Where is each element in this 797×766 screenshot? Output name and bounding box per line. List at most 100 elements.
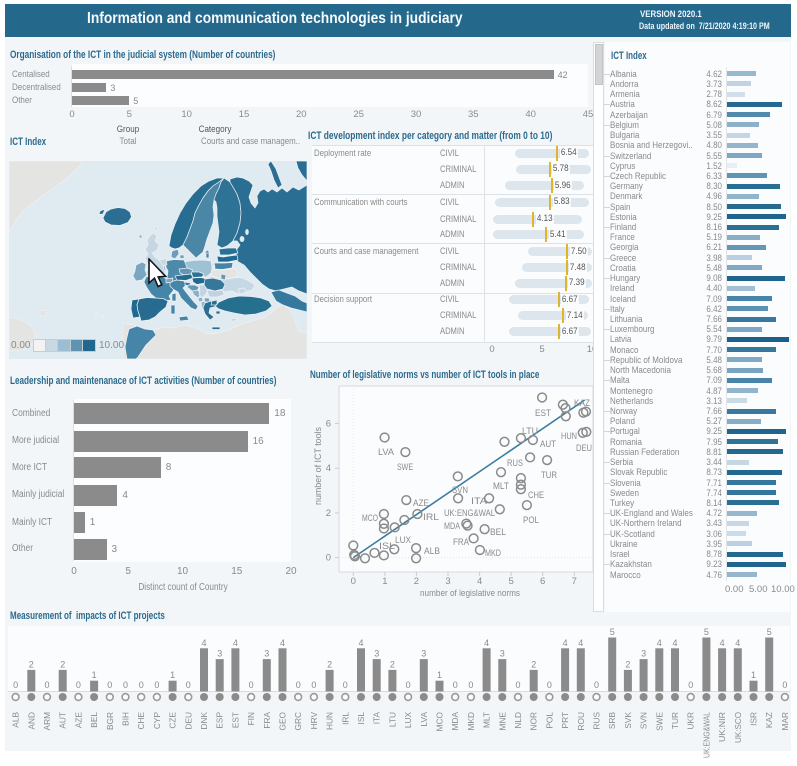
svg-text:FRA: FRA	[262, 712, 272, 729]
svg-text:2: 2	[29, 659, 34, 669]
svg-text:EST: EST	[535, 408, 551, 419]
svg-text:0: 0	[782, 680, 787, 690]
svg-text:0: 0	[107, 680, 112, 690]
svg-text:4: 4	[578, 638, 583, 648]
svg-text:DEU: DEU	[183, 712, 193, 730]
svg-text:5: 5	[508, 576, 513, 587]
svg-text:KAZ: KAZ	[764, 712, 774, 728]
svg-text:1: 1	[382, 576, 387, 587]
svg-text:7: 7	[572, 576, 577, 587]
svg-text:0: 0	[13, 680, 18, 690]
svg-text:LUX: LUX	[403, 712, 413, 729]
svg-text:0: 0	[406, 680, 411, 690]
svg-text:PRT: PRT	[560, 712, 570, 728]
svg-text:number of ICT tools: number of ICT tools	[313, 427, 324, 505]
svg-text:3: 3	[374, 649, 379, 659]
svg-text:4: 4	[201, 638, 206, 648]
svg-text:UKR: UKR	[686, 712, 696, 730]
svg-text:4: 4	[657, 638, 662, 648]
svg-text:3: 3	[217, 649, 222, 659]
svg-text:GRC: GRC	[293, 712, 303, 730]
svg-text:3: 3	[445, 576, 450, 587]
svg-text:MKD: MKD	[466, 712, 476, 730]
svg-text:0: 0	[326, 553, 331, 564]
svg-text:4: 4	[735, 638, 740, 648]
svg-text:AZE: AZE	[73, 712, 83, 729]
svg-text:IRL: IRL	[423, 512, 439, 523]
svg-text:0: 0	[44, 680, 49, 690]
svg-text:4: 4	[672, 638, 677, 648]
svg-text:UK:SCO: UK:SCO	[733, 711, 743, 743]
svg-text:0: 0	[139, 680, 144, 690]
svg-text:0: 0	[547, 680, 552, 690]
svg-text:AUT: AUT	[540, 439, 556, 450]
svg-text:0: 0	[594, 680, 599, 690]
svg-text:6: 6	[326, 418, 331, 429]
svg-text:UK:NIR: UK:NIR	[717, 712, 727, 742]
svg-text:0: 0	[154, 680, 159, 690]
svg-text:2: 2	[60, 659, 65, 669]
svg-text:1: 1	[437, 670, 442, 680]
svg-text:SWE: SWE	[397, 462, 413, 473]
svg-text:AZE: AZE	[413, 498, 429, 509]
svg-text:RUS: RUS	[507, 458, 523, 469]
svg-text:POL: POL	[523, 515, 539, 526]
svg-text:CHE: CHE	[136, 712, 146, 730]
svg-text:0: 0	[351, 576, 356, 587]
svg-text:BEL: BEL	[490, 527, 506, 538]
svg-text:FRA: FRA	[453, 537, 470, 548]
svg-text:2: 2	[625, 659, 630, 669]
svg-text:EST: EST	[230, 712, 240, 728]
svg-text:0: 0	[76, 680, 81, 690]
svg-text:0: 0	[688, 680, 693, 690]
svg-text:2: 2	[390, 659, 395, 669]
svg-text:IRL: IRL	[340, 712, 350, 725]
svg-text:NOR: NOR	[529, 712, 539, 730]
svg-text:3: 3	[421, 649, 426, 659]
svg-text:BGR: BGR	[105, 712, 115, 730]
svg-text:ESP: ESP	[215, 712, 225, 729]
svg-text:4: 4	[233, 638, 238, 648]
svg-text:ISL: ISL	[356, 712, 366, 725]
svg-text:DNK: DNK	[199, 712, 209, 730]
svg-text:HUN: HUN	[325, 712, 335, 730]
svg-text:0: 0	[296, 680, 301, 690]
svg-text:TUR: TUR	[670, 712, 680, 729]
svg-text:0: 0	[515, 680, 520, 690]
svg-text:LVA: LVA	[419, 712, 429, 727]
svg-text:FIN: FIN	[246, 712, 256, 725]
svg-text:ITA: ITA	[372, 712, 382, 725]
svg-text:LTU: LTU	[387, 712, 397, 727]
svg-text:5: 5	[704, 627, 709, 637]
svg-text:GEO: GEO	[278, 711, 288, 730]
svg-text:4: 4	[563, 638, 568, 648]
svg-text:DEU: DEU	[576, 443, 592, 454]
svg-text:MDA: MDA	[444, 521, 460, 532]
svg-text:5: 5	[610, 627, 615, 637]
svg-text:MNE: MNE	[497, 712, 507, 731]
svg-text:2: 2	[414, 576, 419, 587]
svg-text:BEL: BEL	[89, 712, 99, 728]
svg-text:2: 2	[326, 508, 331, 519]
svg-text:1: 1	[170, 670, 175, 680]
svg-text:4: 4	[477, 576, 482, 587]
svg-text:4: 4	[720, 638, 725, 648]
svg-text:3: 3	[641, 649, 646, 659]
svg-text:4: 4	[358, 638, 363, 648]
svg-text:CZE: CZE	[168, 712, 178, 729]
svg-text:KAZ: KAZ	[574, 398, 590, 409]
svg-text:HUN: HUN	[561, 431, 577, 442]
svg-text:0: 0	[453, 680, 458, 690]
svg-text:5: 5	[767, 627, 772, 637]
svg-text:HRV: HRV	[309, 712, 319, 730]
svg-text:TUR: TUR	[541, 470, 557, 481]
svg-text:MLT: MLT	[493, 481, 509, 492]
svg-text:MCO: MCO	[362, 513, 378, 524]
svg-text:0: 0	[468, 680, 473, 690]
svg-text:ALB: ALB	[424, 546, 440, 557]
svg-text:3: 3	[500, 649, 505, 659]
svg-text:ROU: ROU	[576, 712, 586, 730]
svg-text:4: 4	[326, 463, 331, 474]
svg-text:UK:ENG&WAL: UK:ENG&WAL	[701, 712, 711, 758]
svg-text:LVA: LVA	[378, 447, 395, 458]
